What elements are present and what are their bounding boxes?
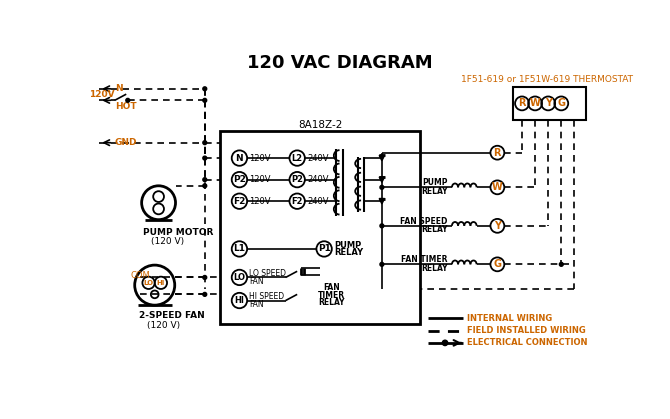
- Text: 120V: 120V: [249, 197, 271, 206]
- Circle shape: [203, 141, 207, 145]
- Text: G: G: [493, 259, 501, 269]
- Text: FAN: FAN: [324, 283, 340, 292]
- Text: 1F51-619 or 1F51W-619 THERMOSTAT: 1F51-619 or 1F51W-619 THERMOSTAT: [462, 75, 633, 84]
- Text: L2: L2: [291, 154, 303, 163]
- Text: L1: L1: [233, 244, 245, 253]
- Text: W: W: [530, 98, 541, 109]
- Text: N: N: [115, 84, 123, 93]
- Text: 120V: 120V: [249, 175, 271, 184]
- Circle shape: [203, 87, 207, 91]
- Circle shape: [380, 262, 384, 266]
- Text: RELAY: RELAY: [421, 187, 448, 196]
- Text: COM: COM: [131, 271, 150, 279]
- Circle shape: [559, 262, 563, 266]
- Circle shape: [442, 340, 448, 346]
- Circle shape: [380, 224, 384, 228]
- Text: RELAY: RELAY: [334, 248, 363, 257]
- Text: P2: P2: [233, 175, 246, 184]
- Text: LO: LO: [143, 280, 153, 286]
- Text: LO: LO: [233, 273, 245, 282]
- Text: LO SPEED: LO SPEED: [249, 269, 287, 278]
- Text: P1: P1: [318, 244, 330, 253]
- Text: RELAY: RELAY: [318, 298, 345, 308]
- Polygon shape: [379, 177, 385, 182]
- Text: FAN SPEED: FAN SPEED: [400, 217, 448, 226]
- Circle shape: [203, 184, 207, 188]
- Circle shape: [203, 178, 207, 181]
- Bar: [220, 131, 420, 323]
- Text: 8A18Z-2: 8A18Z-2: [298, 120, 342, 130]
- Text: R: R: [494, 147, 501, 158]
- Text: F2: F2: [291, 197, 303, 206]
- Text: (120 V): (120 V): [147, 321, 180, 330]
- Circle shape: [203, 98, 207, 102]
- Text: RELAY: RELAY: [421, 225, 448, 234]
- Text: HOT: HOT: [115, 102, 136, 111]
- Text: FIELD INSTALLED WIRING: FIELD INSTALLED WIRING: [466, 326, 586, 335]
- Text: INTERNAL WIRING: INTERNAL WIRING: [466, 314, 552, 323]
- Text: 120 VAC DIAGRAM: 120 VAC DIAGRAM: [247, 54, 432, 72]
- Text: HI: HI: [157, 280, 165, 286]
- Text: PUMP: PUMP: [334, 241, 361, 250]
- Text: 240V: 240V: [307, 154, 329, 163]
- Bar: [513, 87, 586, 119]
- Circle shape: [203, 292, 207, 296]
- Text: HI: HI: [234, 296, 245, 305]
- Text: 2-SPEED FAN: 2-SPEED FAN: [139, 311, 205, 321]
- Text: G: G: [557, 98, 565, 109]
- Text: 240V: 240V: [307, 197, 329, 206]
- Circle shape: [126, 98, 130, 102]
- Text: N: N: [236, 154, 243, 163]
- Text: 240V: 240V: [307, 175, 329, 184]
- Text: FAN: FAN: [249, 277, 264, 286]
- Circle shape: [203, 276, 207, 279]
- Text: HI SPEED: HI SPEED: [249, 292, 285, 301]
- Circle shape: [203, 156, 207, 160]
- Text: FAN: FAN: [249, 300, 264, 309]
- Text: RELAY: RELAY: [421, 264, 448, 273]
- Text: 120V: 120V: [249, 154, 271, 163]
- Text: W: W: [492, 182, 502, 192]
- Text: 120V: 120V: [89, 91, 115, 99]
- Text: TIMER: TIMER: [318, 291, 346, 300]
- Text: Y: Y: [494, 221, 501, 231]
- Polygon shape: [379, 199, 385, 204]
- Polygon shape: [379, 155, 385, 161]
- Text: P2: P2: [291, 175, 303, 184]
- Text: F2: F2: [233, 197, 246, 206]
- Text: PUMP: PUMP: [422, 178, 448, 187]
- Text: (120 V): (120 V): [151, 237, 184, 246]
- Text: FAN TIMER: FAN TIMER: [401, 255, 448, 264]
- Text: Y: Y: [545, 98, 551, 109]
- Text: PUMP MOTOR: PUMP MOTOR: [143, 228, 214, 236]
- Circle shape: [380, 186, 384, 189]
- Text: GND: GND: [115, 138, 137, 147]
- Text: R: R: [519, 98, 526, 109]
- Text: ELECTRICAL CONNECTION: ELECTRICAL CONNECTION: [466, 339, 587, 347]
